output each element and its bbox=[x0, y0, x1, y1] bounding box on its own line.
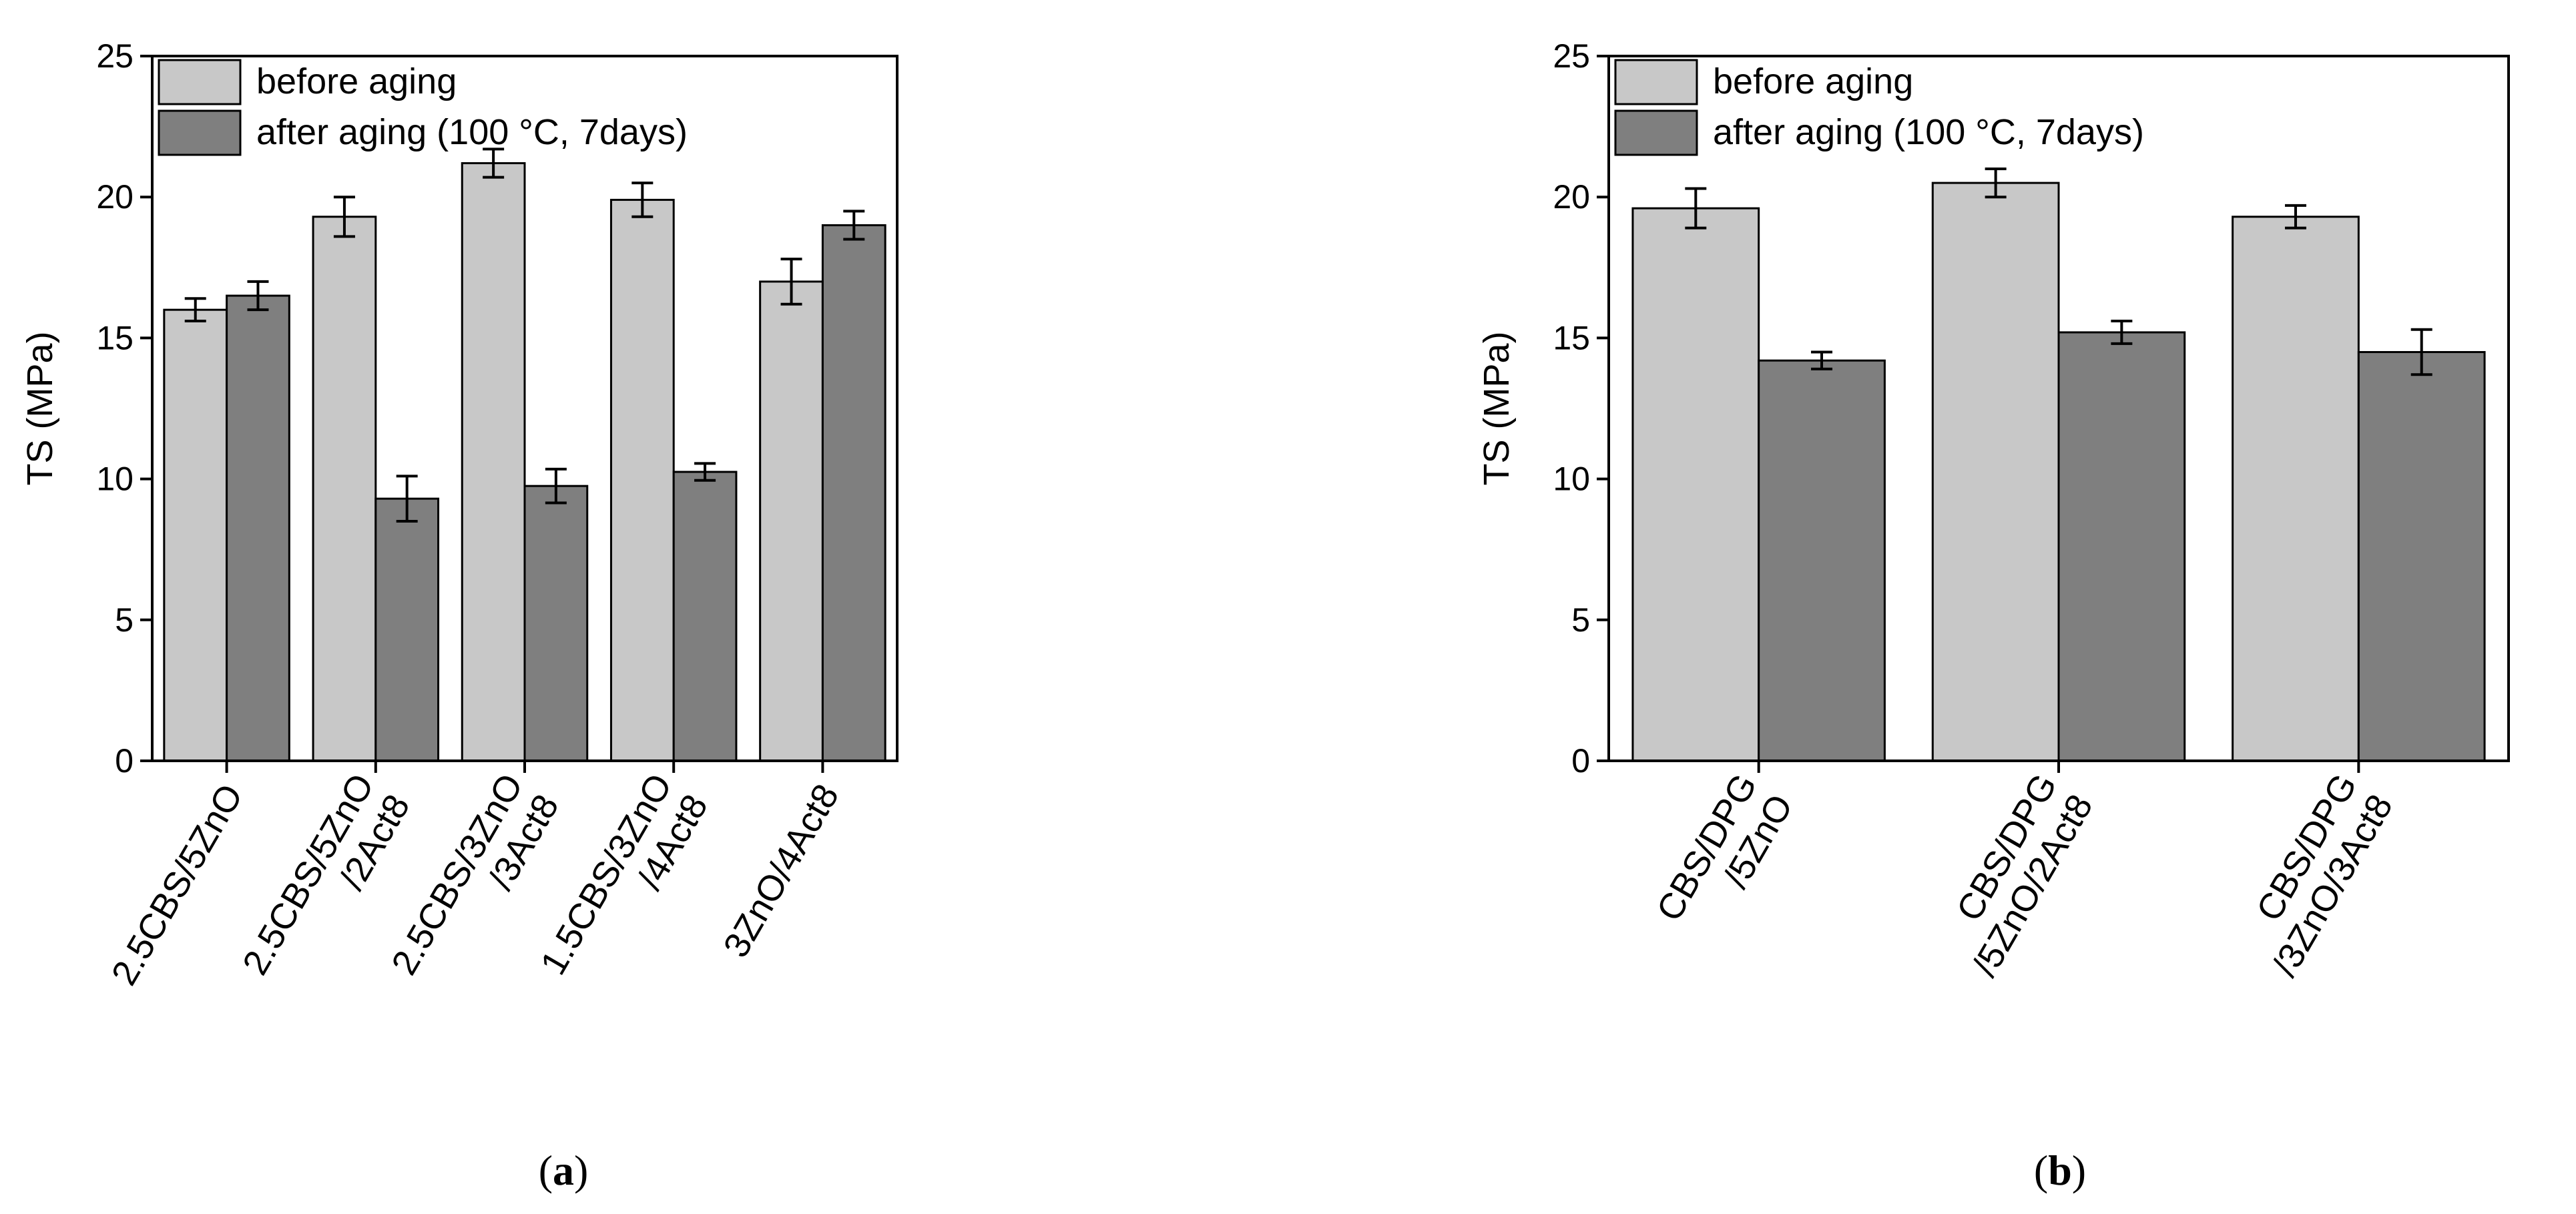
chart-b-legend-swatch-1 bbox=[1614, 109, 1698, 156]
chart-a-bar-s0-c4 bbox=[759, 280, 824, 762]
chart-a-y-tick-label-3: 15 bbox=[96, 319, 134, 356]
chart-a-bar-s1-c3 bbox=[672, 471, 738, 762]
chart-a-x-tick-label-4-line-0: 3ZnO/4Act8 bbox=[716, 778, 846, 964]
chart-b-legend-swatch-0 bbox=[1614, 59, 1698, 105]
chart-a-y-tick-label-1: 5 bbox=[115, 601, 134, 639]
chart-a-bar-s0-c2 bbox=[461, 162, 526, 762]
chart-b-y-tick-label-2: 10 bbox=[1553, 461, 1590, 498]
chart-a-y-axis: 0 5 10 15 20 25 bbox=[96, 37, 152, 780]
chart-b-legend-label-0: before aging bbox=[1713, 61, 1913, 101]
chart-a-x-tick-label-1: 2.5CBS/5ZnO/2Act8 bbox=[235, 768, 418, 982]
chart-b-y-axis-label: TS (MPa) bbox=[1477, 331, 1517, 485]
chart-a-panel-letter: a bbox=[553, 1147, 574, 1194]
chart-a-x-tick-label-2: 2.5CBS/3ZnO/3Act8 bbox=[384, 768, 567, 982]
chart-a-x-tick-label-4: 3ZnO/4Act8 bbox=[716, 778, 846, 964]
chart-b-bar-s1-c0 bbox=[1758, 359, 1886, 762]
chart-b-x-axis: CBS/DPG/5ZnO CBS/DPG/5ZnO/2Act8 CBS/DPG/3Z… bbox=[1649, 761, 2400, 983]
chart-b-bar-s0-c1 bbox=[1931, 182, 2060, 762]
chart-b-y-tick-label-4: 20 bbox=[1553, 178, 1590, 216]
chart-b-y-tick-label-0: 0 bbox=[1571, 742, 1590, 780]
chart-a-error-bar-s0-c1 bbox=[333, 196, 355, 238]
chart-panel-a: 0 5 10 15 20 25 2.5CBS/5ZnO2.5CBS/5ZnO/2Act82… bbox=[20, 37, 898, 1194]
chart-a-y-tick-label-4: 20 bbox=[96, 178, 134, 216]
chart-b-legend: before aging after aging (100 °C, 7days) bbox=[1614, 59, 2144, 156]
chart-a-error-bar-s1-c3 bbox=[694, 462, 716, 482]
chart-b-bar-s1-c1 bbox=[2057, 331, 2186, 762]
chart-b-error-bar-s1-c2 bbox=[2410, 328, 2432, 376]
chart-a-error-bars bbox=[184, 147, 865, 523]
chart-a-y-tick-label-5: 25 bbox=[96, 37, 134, 75]
chart-b-x-tick-label-2: CBS/DPG/3ZnO/3Act8 bbox=[2249, 768, 2400, 984]
chart-a-error-bar-s1-c4 bbox=[843, 210, 865, 241]
chart-a-y-tick-label-2: 10 bbox=[96, 461, 134, 498]
chart-a-x-tick-label-3: 1.5CBS/3ZnO/4Act8 bbox=[533, 768, 716, 982]
chart-b-x-tick-label-1: CBS/DPG/5ZnO/2Act8 bbox=[1949, 768, 2101, 984]
chart-a-x-axis: 2.5CBS/5ZnO2.5CBS/5ZnO/2Act82.5CBS/3ZnO/… bbox=[104, 761, 846, 992]
chart-b-error-bar-s0-c0 bbox=[1685, 187, 1707, 230]
chart-b-bar-s0-c2 bbox=[2232, 216, 2360, 762]
chart-b-y-tick-label-1: 5 bbox=[1571, 601, 1590, 639]
chart-b-error-bar-s0-c1 bbox=[1985, 167, 2007, 199]
chart-a-y-axis-label: TS (MPa) bbox=[20, 331, 60, 485]
chart-b-legend-label-1: after aging (100 °C, 7days) bbox=[1713, 112, 2144, 152]
chart-a-error-bar-s0-c0 bbox=[184, 297, 206, 323]
chart-b-error-bar-s0-c2 bbox=[2284, 204, 2306, 230]
chart-a-bar-s1-c2 bbox=[523, 485, 589, 762]
chart-a-legend-swatch-1 bbox=[158, 109, 242, 156]
chart-a-bars bbox=[163, 162, 886, 762]
chart-b-error-bar-s1-c1 bbox=[2111, 320, 2133, 345]
chart-a-y-tick-label-0: 0 bbox=[115, 742, 134, 780]
chart-b-error-bar-s1-c0 bbox=[1811, 350, 1833, 370]
chart-b-x-tick-label-0: CBS/DPG/5ZnO bbox=[1649, 768, 1800, 928]
chart-a-bar-s1-c1 bbox=[374, 497, 440, 762]
chart-a-legend-label-1: after aging (100 °C, 7days) bbox=[256, 112, 688, 152]
chart-a-bar-s0-c1 bbox=[312, 216, 377, 762]
chart-b-panel-label: (b) bbox=[2034, 1147, 2086, 1194]
chart-a-error-bar-s0-c2 bbox=[483, 147, 505, 179]
chart-a-error-bar-s1-c2 bbox=[545, 467, 567, 505]
chart-a-bar-s1-c4 bbox=[821, 224, 886, 762]
chart-a-x-tick-label-0: 2.5CBS/5ZnO bbox=[104, 778, 251, 992]
chart-b-y-tick-label-3: 15 bbox=[1553, 319, 1590, 356]
chart-b-y-axis: 0 5 10 15 20 25 bbox=[1553, 37, 1609, 780]
chart-panel-b: 0 5 10 15 20 25 CBS/DPG/5ZnO CBS/DPG/5ZnO/2Act… bbox=[1477, 37, 2510, 1194]
chart-a-error-bar-s0-c4 bbox=[780, 258, 802, 306]
chart-a-bar-s1-c0 bbox=[226, 294, 290, 762]
chart-a-legend: before aging after aging (100 °C, 7days) bbox=[158, 59, 688, 156]
chart-b-bar-s1-c2 bbox=[2357, 351, 2486, 762]
chart-a-error-bar-s1-c1 bbox=[396, 475, 418, 523]
chart-a-panel-label: (a) bbox=[539, 1147, 589, 1194]
chart-b-y-tick-label-5: 25 bbox=[1553, 37, 1590, 75]
chart-a-x-tick-label-0-line-0: 2.5CBS/5ZnO bbox=[104, 778, 251, 992]
chart-b-bar-s0-c0 bbox=[1631, 207, 1760, 762]
chart-a-bar-s0-c0 bbox=[163, 308, 228, 762]
chart-a-legend-label-0: before aging bbox=[256, 61, 457, 101]
chart-b-error-bars bbox=[1685, 167, 2432, 376]
chart-a-legend-swatch-0 bbox=[158, 59, 242, 105]
chart-a-error-bar-s0-c3 bbox=[631, 182, 654, 218]
chart-b-bars bbox=[1631, 182, 2486, 762]
chart-a-error-bar-s1-c0 bbox=[247, 280, 269, 312]
chart-b-panel-letter: b bbox=[2048, 1147, 2072, 1194]
chart-a-bar-s0-c3 bbox=[609, 198, 675, 762]
